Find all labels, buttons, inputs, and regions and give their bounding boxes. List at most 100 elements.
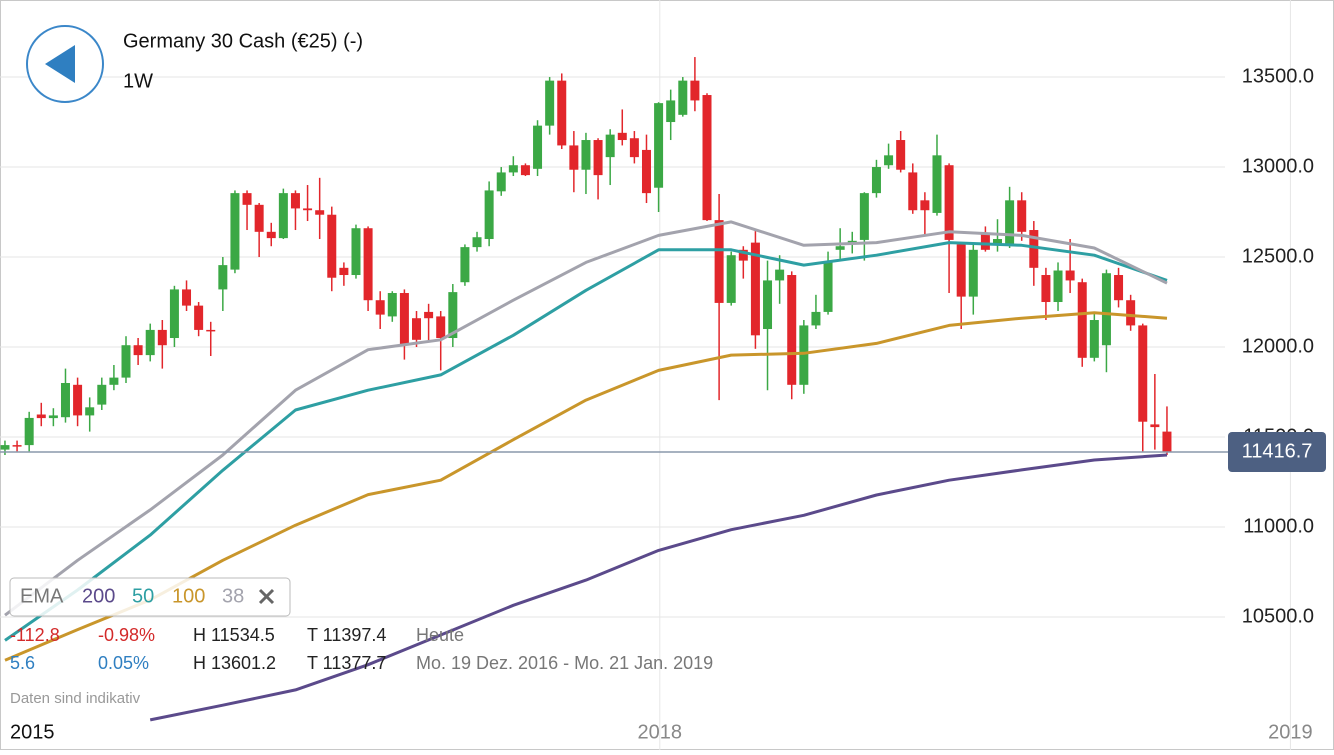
candle-body <box>375 300 385 315</box>
candle-body <box>218 265 228 290</box>
candle-body <box>206 329 216 332</box>
candle-body <box>908 172 918 211</box>
candle-body <box>944 165 954 240</box>
candle-body <box>787 275 797 385</box>
candle-body <box>472 237 482 248</box>
legend-entry: 100 <box>172 585 205 607</box>
candle-body <box>569 145 579 170</box>
candle-body <box>133 345 143 356</box>
candle-body <box>823 262 833 312</box>
candle-body <box>448 292 458 339</box>
candle-body <box>678 80 688 115</box>
candles <box>0 57 1172 456</box>
candle-body <box>605 134 615 158</box>
candle-body <box>714 220 724 303</box>
price-tag <box>1228 431 1326 472</box>
candle-body <box>993 239 1003 245</box>
candle-body <box>12 445 22 447</box>
ema-line <box>4 311 1168 662</box>
candle-body <box>424 311 434 319</box>
candle-body <box>968 249 978 297</box>
candle-body <box>194 305 204 330</box>
candle-body <box>835 246 845 250</box>
candle-body <box>1162 431 1172 452</box>
candle-body <box>73 384 83 416</box>
candle-body <box>557 80 567 146</box>
info-cell: H 11534.5 <box>193 625 275 645</box>
candle-body <box>690 80 700 101</box>
candle-body <box>24 417 34 446</box>
timeframe[interactable]: 1W <box>123 70 153 92</box>
candle-body <box>484 190 494 240</box>
grid <box>0 0 1291 750</box>
candle-body <box>1126 300 1136 326</box>
candle-body <box>884 155 894 166</box>
candle-body <box>1029 230 1039 268</box>
x-tick-label: 2019 <box>1268 721 1313 743</box>
close-icon <box>258 588 275 605</box>
candle-body <box>315 210 325 215</box>
candle-body <box>145 329 155 356</box>
chart-title: Germany 30 Cash (€25) (-) <box>123 30 363 52</box>
candle-body <box>36 414 46 419</box>
back-arrow[interactable] <box>45 45 75 83</box>
candle-body <box>629 138 639 158</box>
candle-body <box>266 231 276 239</box>
candle-body <box>436 316 446 339</box>
info-cell: -0.98% <box>98 625 155 645</box>
candle-body <box>363 228 373 301</box>
candle-body <box>0 445 10 450</box>
candle-body <box>169 289 179 339</box>
candle-body <box>339 267 349 276</box>
candle-body <box>351 228 361 276</box>
candle-body <box>254 204 264 232</box>
note: Daten sind indikativ <box>10 690 141 707</box>
x-tick-label: 2018 <box>638 721 683 743</box>
candle-body <box>641 149 651 194</box>
candle-body <box>666 100 676 123</box>
info-cell: Mo. 19 Dez. 2016 - Mo. 21 Jan. 2019 <box>416 653 713 673</box>
candle-body <box>871 167 881 194</box>
candle-body <box>533 125 543 169</box>
candle-body <box>387 293 397 317</box>
candle-body <box>1077 282 1087 358</box>
candle-body <box>278 193 288 239</box>
candle-body <box>750 242 760 336</box>
y-tick-label: 10500.0 <box>1242 605 1314 627</box>
candle-body <box>775 269 785 281</box>
candle-body <box>1005 200 1015 245</box>
candle-body <box>460 247 470 283</box>
candle-body <box>182 289 192 306</box>
candle-body <box>109 377 119 385</box>
price-tag-label: 11416.7 <box>1242 440 1313 462</box>
candle-body <box>520 165 530 176</box>
candle-body <box>1065 270 1075 281</box>
ema-legend-title: EMA <box>20 585 64 607</box>
legend-entry: 38 <box>222 585 244 607</box>
candle-body <box>859 193 869 240</box>
y-tick-label: 13500.0 <box>1242 65 1314 87</box>
info-cell: -112.8 <box>10 625 60 645</box>
candle-body <box>545 80 555 126</box>
legend-close[interactable] <box>258 588 275 605</box>
x-tick-label: 2015 <box>10 721 55 743</box>
candle-body <box>980 232 990 250</box>
info-cell: T 11397.4 <box>307 625 386 645</box>
ema-line <box>4 220 1168 617</box>
candle-body <box>1114 275 1124 301</box>
candle-body <box>97 384 107 405</box>
y-tick-label: 13000.0 <box>1242 155 1314 177</box>
legend-entry: 200 <box>82 585 115 607</box>
back-button[interactable] <box>26 25 104 103</box>
info-cell: 0.05% <box>98 653 149 673</box>
candle-body <box>932 155 942 213</box>
info-cell: T 11377.7 <box>307 653 386 673</box>
candle-body <box>157 329 167 346</box>
candle-body <box>412 318 422 340</box>
info-cell: 5.6 <box>10 653 35 673</box>
candle-body <box>956 244 966 297</box>
candle-body <box>242 193 252 205</box>
